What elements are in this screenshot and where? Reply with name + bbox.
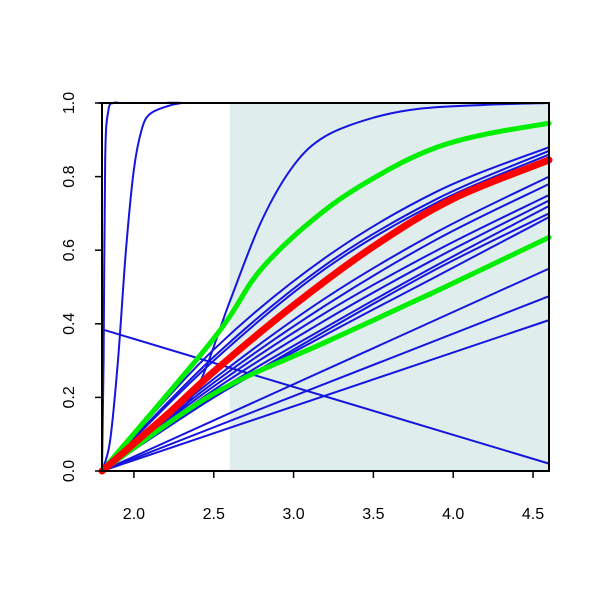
y-axis: 0.0 0.2 0.4 0.6 0.8 1.0 bbox=[61, 92, 102, 482]
plot-frame bbox=[101, 102, 550, 472]
series-line-blue-12 bbox=[101, 194, 550, 472]
y-tick-label: 0.2 bbox=[61, 386, 78, 408]
x-tick-label: 2.5 bbox=[203, 506, 225, 523]
series-line-blue-6 bbox=[101, 295, 550, 472]
series-lines bbox=[98, 101, 553, 475]
series-line-green-18 bbox=[99, 234, 552, 474]
y-tick-label: 0.0 bbox=[61, 460, 78, 482]
series-line-blue-5 bbox=[101, 319, 550, 472]
series-line-blue-16 bbox=[101, 149, 550, 472]
y-tick-label: 1.0 bbox=[61, 92, 78, 114]
y-tick-label: 0.8 bbox=[61, 165, 78, 187]
series-line-blue-15 bbox=[101, 153, 550, 472]
series-line-blue-9 bbox=[101, 212, 550, 472]
x-axis: 2.0 2.5 3.0 3.5 4.0 4.5 bbox=[123, 471, 544, 523]
x-tick-label: 4.0 bbox=[442, 506, 464, 523]
y-tick-label: 0.6 bbox=[61, 239, 78, 261]
series-line-green-19 bbox=[99, 120, 552, 474]
x-tick-label: 2.0 bbox=[123, 506, 145, 523]
x-tick-label: 3.0 bbox=[282, 506, 304, 523]
series-line-red-20 bbox=[98, 156, 553, 475]
x-tick-label: 3.5 bbox=[362, 506, 384, 523]
series-line-blue-13 bbox=[101, 182, 550, 472]
x-tick-label: 4.5 bbox=[522, 506, 544, 523]
y-tick-label: 0.4 bbox=[61, 313, 78, 335]
series-line-blue-7 bbox=[101, 267, 550, 472]
